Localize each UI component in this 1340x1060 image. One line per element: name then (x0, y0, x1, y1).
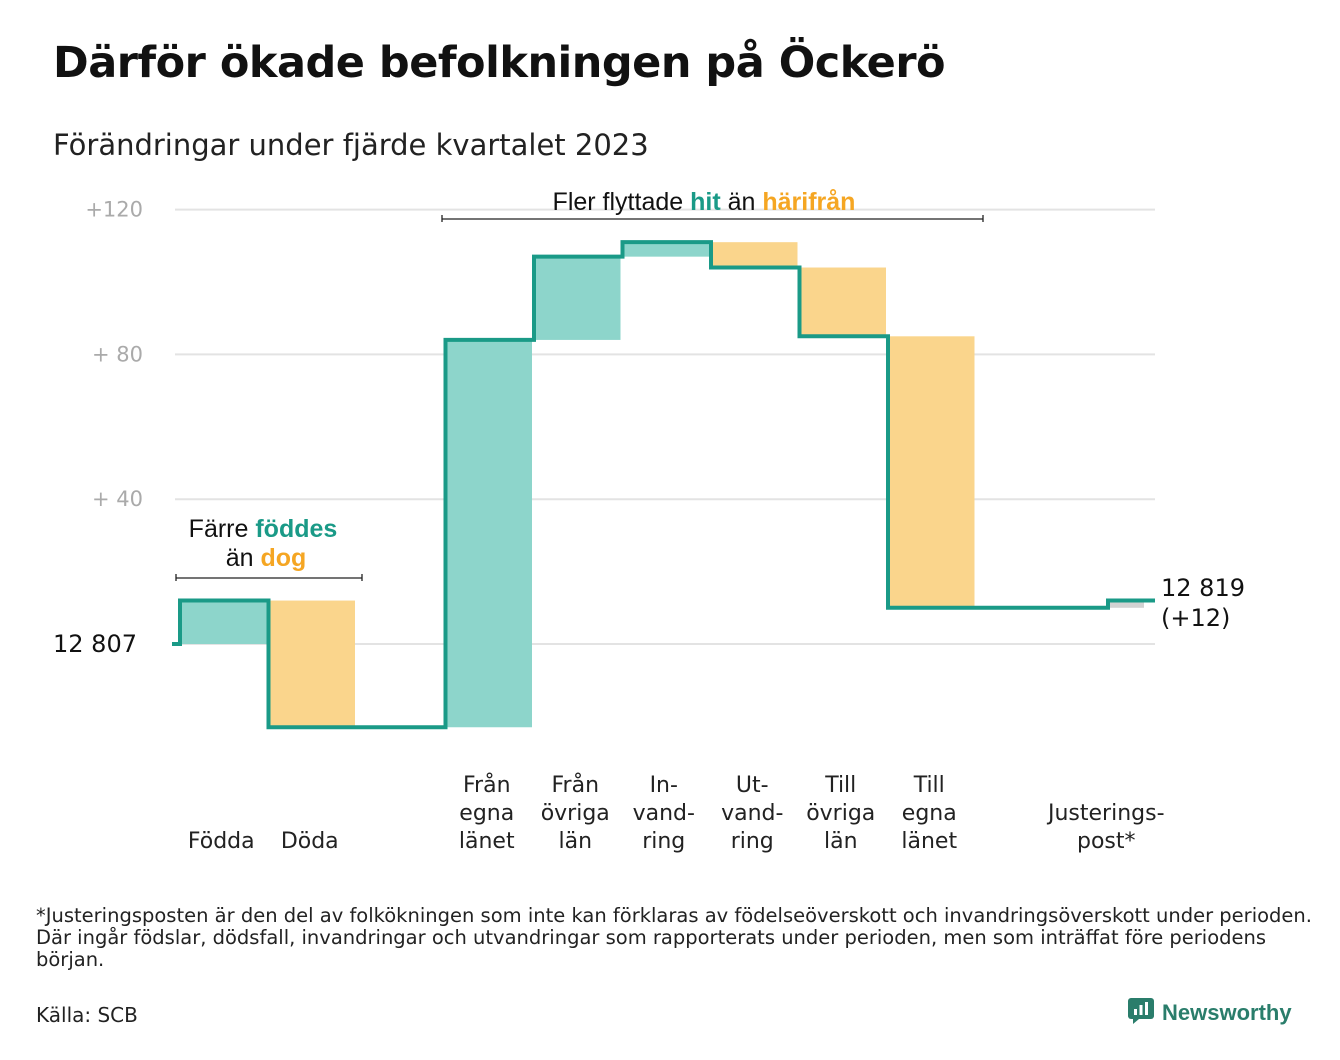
category-label-utvandring: vand- (721, 801, 783, 826)
annotation-segment-plain: än (721, 188, 763, 216)
category-label-fran-ovriga-lan: övriga (541, 801, 610, 826)
category-label-invandring: In- (650, 773, 678, 798)
bar-till-egna-lanet (888, 336, 975, 608)
category-label-doda: Döda (281, 829, 339, 854)
y-tick-label: + 80 (92, 342, 143, 366)
chart-subtitle: Förändringar under fjärde kvartalet 2023 (53, 128, 649, 162)
end-change-label: (+12) (1161, 604, 1230, 632)
annotation-birth-line2: än dog (226, 544, 307, 572)
y-tick-label: + 40 (92, 487, 143, 511)
end-value-label: 12 819 (1161, 574, 1245, 602)
annotation-segment-plain: än (226, 544, 261, 572)
annotation-move-bracket (441, 215, 984, 222)
chart-title: Därför ökade befolkningen på Öckerö (53, 38, 946, 88)
annotation-segment-hit: föddes (255, 515, 337, 543)
category-label-invandring: ring (642, 829, 685, 854)
bar-fran-ovriga-lan (534, 256, 621, 340)
category-label-till-ovriga-lan: län (824, 829, 858, 854)
bar-invandring (622, 242, 709, 257)
category-label-till-egna-lanet: länet (901, 829, 957, 854)
category-label-fran-egna-lanet: egna (459, 801, 514, 826)
newsworthy-logo-icon (1128, 998, 1154, 1028)
category-label-till-egna-lanet: Till (913, 773, 945, 798)
waterfall-chart: +120 + 80 + 40 12 807 Födda Döda Från egna länet… (53, 188, 1245, 854)
annotation-birth-bracket (175, 574, 363, 581)
category-label-fran-egna-lanet: länet (459, 829, 515, 854)
annotation-segment-away: härifrån (762, 188, 855, 216)
category-label-fodda: Födda (188, 829, 255, 854)
category-label-utvandring: ring (731, 829, 774, 854)
category-label-utvandring: Ut- (736, 773, 769, 798)
bar-doda (268, 600, 355, 728)
annotation-segment-away: dog (260, 544, 306, 572)
y-tick-label: +120 (85, 198, 143, 222)
category-label-till-egna-lanet: egna (902, 801, 957, 826)
bar-utvandring (711, 242, 798, 268)
bars-group (180, 242, 1144, 728)
cumulative-step-line (172, 240, 1155, 730)
category-label-till-ovriga-lan: övriga (806, 801, 875, 826)
source-label: Källa: SCB (36, 1003, 138, 1027)
category-label-fran-ovriga-lan: län (558, 829, 592, 854)
category-label-invandring: vand- (633, 801, 695, 826)
annotation-segment-hit: hit (690, 188, 721, 216)
annotation-segment-plain: Färre (189, 515, 256, 543)
annotation-move-line: Fler flyttade hit än härifrån (553, 188, 856, 216)
bar-fran-egna-lanet (445, 339, 532, 728)
brand-logo: Newsworthy (1128, 998, 1292, 1028)
footnote: *Justeringsposten är den del av folkökni… (36, 904, 1312, 971)
annotation-segment-plain: Fler flyttade (553, 188, 691, 216)
baseline-label: 12 807 (53, 630, 137, 658)
bar-till-ovriga-lan (799, 267, 886, 337)
bar-fodda (180, 600, 267, 644)
category-label-justeringspost: Justerings- (1046, 801, 1165, 826)
brand-name: Newsworthy (1162, 1000, 1292, 1025)
category-label-fran-ovriga-lan: Från (551, 772, 599, 798)
category-label-fran-egna-lanet: Från (463, 772, 511, 798)
category-label-justeringspost: post* (1077, 829, 1136, 854)
category-label-till-ovriga-lan: Till (824, 773, 856, 798)
annotation-birth-line1: Färre föddes (189, 515, 338, 543)
bar-justeringspost (1108, 600, 1144, 608)
